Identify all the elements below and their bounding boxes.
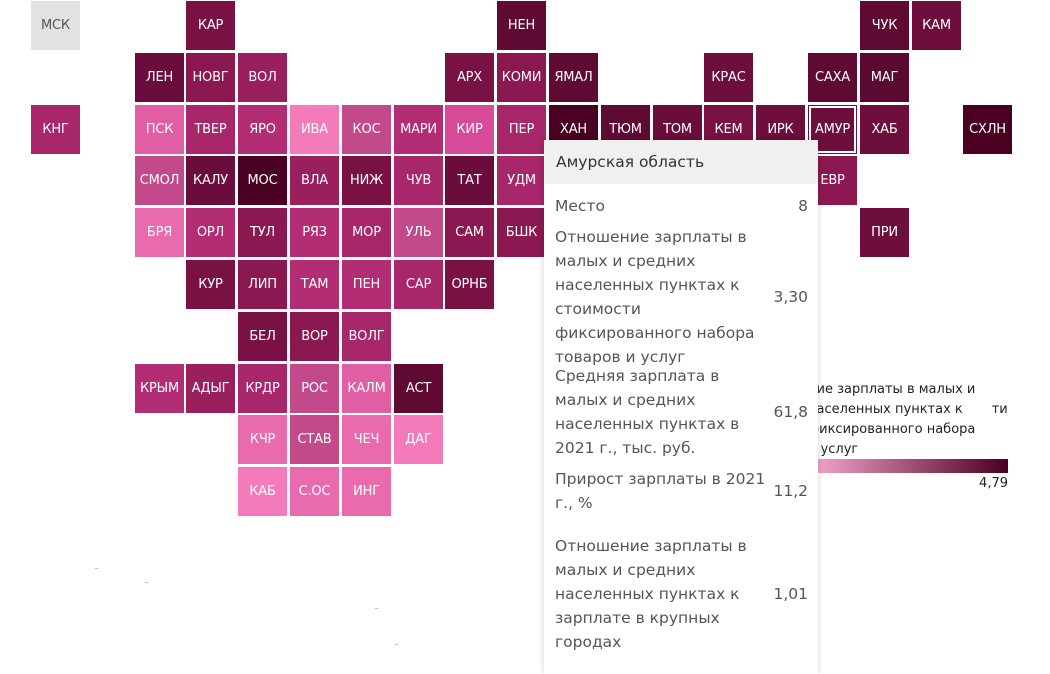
tooltip-label: Отношение зарплаты в малых и средних нас… — [555, 228, 755, 366]
region-tile-ниж[interactable]: НИЖ — [342, 156, 391, 205]
region-tile-пер[interactable]: ПЕР — [497, 105, 546, 154]
region-tile-инг[interactable]: ИНГ — [342, 467, 391, 516]
region-tile-даг[interactable]: ДАГ — [394, 415, 443, 464]
region-tile-хаб[interactable]: ХАБ — [860, 105, 909, 154]
tooltip-row-city-ratio: Отношение зарплаты в малых и средних нас… — [544, 534, 818, 654]
stray-dot — [145, 582, 148, 583]
region-tile-вор[interactable]: ВОР — [290, 312, 339, 361]
region-tile-кир[interactable]: КИР — [445, 105, 494, 154]
region-tile-коми[interactable]: КОМИ — [497, 53, 546, 102]
tooltip-title: Амурская область — [544, 140, 818, 184]
region-tile-чув[interactable]: ЧУВ — [394, 156, 443, 205]
stray-dot — [395, 644, 398, 645]
region-tile-лип[interactable]: ЛИП — [238, 260, 287, 309]
stray-dot — [375, 608, 378, 609]
tooltip-label: Отношение зарплаты в малых и средних нас… — [555, 537, 747, 651]
region-tile-орл[interactable]: ОРЛ — [186, 208, 235, 257]
region-tile-сос[interactable]: С.ОС — [290, 467, 339, 516]
tooltip-value: 1,01 — [773, 585, 808, 603]
legend-max-value: 4,79 — [979, 476, 1008, 491]
region-tile-удм[interactable]: УДМ — [497, 156, 546, 205]
region-tile-чук[interactable]: ЧУК — [860, 1, 909, 50]
region-tile-там[interactable]: ТАМ — [290, 260, 339, 309]
tooltip-label: Прирост зарплаты в 2021 г., % — [555, 470, 766, 512]
region-tile-бшк[interactable]: БШК — [497, 208, 546, 257]
region-tile-кур[interactable]: КУР — [186, 260, 235, 309]
region-tile-крым[interactable]: КРЫМ — [135, 364, 184, 413]
tooltip-label: Средняя зарплата в малых и средних насел… — [555, 367, 740, 457]
region-tile-кос[interactable]: КОС — [342, 105, 391, 154]
region-tile-ряз[interactable]: РЯЗ — [290, 208, 339, 257]
region-tile-мор[interactable]: МОР — [342, 208, 391, 257]
legend-color-scale — [808, 459, 1008, 473]
region-tile-крдр[interactable]: КРДР — [238, 364, 287, 413]
stray-dot — [95, 568, 98, 569]
tooltip-label: Место — [555, 197, 605, 215]
tooltip-row-rank: Место 8 — [544, 194, 818, 218]
region-tile-каб[interactable]: КАБ — [238, 467, 287, 516]
region-tile-вла[interactable]: ВЛА — [290, 156, 339, 205]
region-tile-мос[interactable]: МОС — [238, 156, 287, 205]
region-tile-лен[interactable]: ЛЕН — [135, 53, 184, 102]
region-tile-крас[interactable]: КРАС — [704, 53, 753, 102]
region-tile-уль[interactable]: УЛЬ — [394, 208, 443, 257]
legend-title: ние зарплаты в малых и населенных пункта… — [808, 382, 1008, 457]
region-tile-арх[interactable]: АРХ — [445, 53, 494, 102]
tooltip-value: 61,8 — [773, 403, 808, 421]
region-tile-сар[interactable]: САР — [394, 260, 443, 309]
region-tile-при[interactable]: ПРИ — [860, 208, 909, 257]
tooltip-value: 11,2 — [773, 482, 808, 500]
region-tile-орнб[interactable]: ОРНБ — [445, 260, 494, 309]
region-tile-ямал[interactable]: ЯМАЛ — [549, 53, 598, 102]
region-tile-бел[interactable]: БЕЛ — [238, 312, 287, 361]
region-tile-нен[interactable]: НЕН — [497, 1, 546, 50]
region-tile-новг[interactable]: НОВГ — [186, 53, 235, 102]
region-tile-кнг[interactable]: КНГ — [31, 105, 80, 154]
region-tile-кам[interactable]: КАМ — [912, 1, 961, 50]
region-tile-мари[interactable]: МАРИ — [394, 105, 443, 154]
region-tile-пск[interactable]: ПСК — [135, 105, 184, 154]
region-tile-схлн[interactable]: СХЛН — [963, 105, 1012, 154]
region-tile-кар[interactable]: КАР — [186, 1, 235, 50]
tooltip-value: 8 — [798, 197, 808, 215]
region-tile-пен[interactable]: ПЕН — [342, 260, 391, 309]
tooltip-value: 3,30 — [773, 288, 808, 306]
region-tile-калу[interactable]: КАЛУ — [186, 156, 235, 205]
region-tile-маг[interactable]: МАГ — [860, 53, 909, 102]
region-tile-саха[interactable]: САХА — [808, 53, 857, 102]
region-tile-ива[interactable]: ИВА — [290, 105, 339, 154]
region-tile-чеч[interactable]: ЧЕЧ — [342, 415, 391, 464]
region-tile-смол[interactable]: СМОЛ — [135, 156, 184, 205]
region-tooltip: Амурская область Место 8 Отношение зарпл… — [544, 140, 818, 674]
region-tile-сам[interactable]: САМ — [445, 208, 494, 257]
region-tile-яро[interactable]: ЯРО — [238, 105, 287, 154]
region-tile-бря[interactable]: БРЯ — [135, 208, 184, 257]
region-tile-тул[interactable]: ТУЛ — [238, 208, 287, 257]
region-tile-кчр[interactable]: КЧР — [238, 415, 287, 464]
region-tile-став[interactable]: СТАВ — [290, 415, 339, 464]
tooltip-row-salary-ratio: Отношение зарплаты в малых и средних нас… — [544, 228, 818, 366]
region-tile-рос[interactable]: РОС — [290, 364, 339, 413]
tooltip-row-avg-salary: Средняя зарплата в малых и средних насел… — [544, 367, 818, 457]
region-tile-тат[interactable]: ТАТ — [445, 156, 494, 205]
region-tile-аст[interactable]: АСТ — [394, 364, 443, 413]
region-tile-волг[interactable]: ВОЛГ — [342, 312, 391, 361]
region-tile-мск[interactable]: МСК — [31, 1, 80, 50]
region-tile-адыг[interactable]: АДЫГ — [186, 364, 235, 413]
region-tile-твер[interactable]: ТВЕР — [186, 105, 235, 154]
region-tile-калм[interactable]: КАЛМ — [342, 364, 391, 413]
tooltip-row-salary-growth: Прирост зарплаты в 2021 г., % 11,2 — [544, 467, 818, 515]
region-tile-вол[interactable]: ВОЛ — [238, 53, 287, 102]
